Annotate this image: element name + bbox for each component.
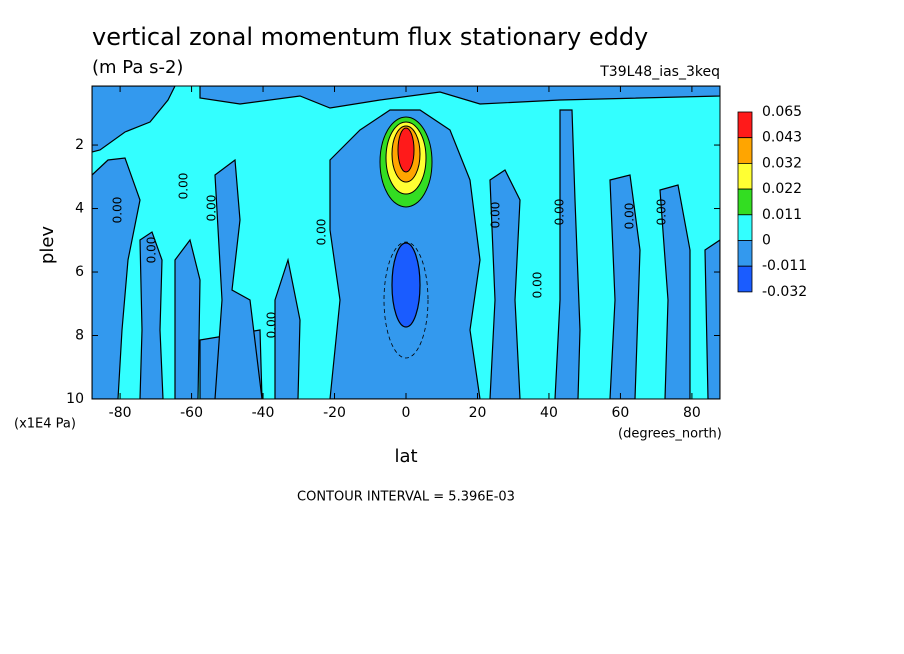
contour-label: 0.00 — [655, 199, 669, 226]
contour-fill — [92, 157, 141, 399]
y-axis-label: plev — [37, 226, 58, 265]
contour-label: 0.00 — [205, 195, 219, 222]
colorbar-box — [737, 137, 753, 164]
contour-label: 0.00 — [111, 197, 125, 224]
x-tick-label: 0 — [402, 405, 411, 421]
x-tick-label: -60 — [180, 405, 203, 421]
colorbar-box — [737, 265, 753, 293]
contour-label: 0.00 — [553, 199, 567, 226]
contour-fill — [139, 231, 164, 399]
colorbar-label: -0.011 — [762, 258, 807, 274]
colorbar-box — [737, 111, 753, 139]
x-axis-label: lat — [394, 446, 417, 467]
x-tick-label: -80 — [109, 405, 132, 421]
contour-fill — [397, 127, 415, 173]
y-tick-label: 6 — [75, 264, 84, 280]
contour-fill — [704, 239, 720, 399]
colorbar-label: 0.011 — [762, 207, 802, 223]
x-tick-label: 80 — [683, 405, 701, 421]
contour-label: 0.00 — [531, 272, 545, 299]
colorbar-label: 0.065 — [762, 104, 802, 120]
contour-interval: CONTOUR INTERVAL = 5.396E-03 — [297, 490, 515, 505]
y-tick-label: 8 — [75, 328, 84, 344]
colorbar-box — [737, 162, 753, 190]
colorbar-label: 0.043 — [762, 130, 802, 146]
contour-fill — [274, 257, 301, 399]
x-tick-label: 40 — [540, 405, 558, 421]
colorbar-box — [737, 188, 753, 216]
contour-fill — [92, 86, 176, 153]
contour-label: 0.00 — [489, 202, 503, 229]
contour-fill — [391, 242, 421, 328]
contour-fill — [199, 86, 720, 109]
x-tick-label: -40 — [252, 405, 275, 421]
contour-label: 0.00 — [265, 312, 279, 339]
contour-fill — [214, 158, 263, 399]
colorbar-label: -0.032 — [762, 284, 807, 300]
contour-fill — [609, 174, 641, 399]
contour-fill — [489, 169, 521, 399]
y-tick-label: 2 — [75, 137, 84, 153]
y-tick-label: 10 — [66, 391, 84, 407]
contour-label: 0.00 — [315, 219, 329, 246]
colorbar-label: 0.032 — [762, 155, 802, 171]
colorbar-box — [737, 240, 753, 267]
contour-label: 0.00 — [623, 203, 637, 230]
x-tick-label: 20 — [469, 405, 487, 421]
contour-label: 0.00 — [145, 237, 159, 264]
dataset-label: T39L48_ias_3keq — [599, 64, 720, 80]
colorbar-box — [737, 214, 753, 241]
colorbar-label: 0.022 — [762, 181, 802, 197]
contour-line — [383, 241, 429, 359]
chart-title: vertical zonal momentum flux stationary … — [92, 23, 648, 51]
x-tick-label: -20 — [323, 405, 346, 421]
contour-label: 0.00 — [177, 173, 191, 200]
contour-fill — [174, 238, 201, 399]
y-tick-label: 4 — [75, 201, 84, 217]
x-tick-label: 60 — [612, 405, 630, 421]
x-units: (degrees_north) — [618, 427, 722, 442]
contour-fill — [659, 184, 691, 399]
y-units: (x1E4 Pa) — [14, 417, 76, 432]
chart-subtitle: (m Pa s-2) — [92, 57, 183, 78]
colorbar-label: 0 — [762, 233, 771, 249]
contour-fill — [554, 109, 581, 399]
contour-field: 0.00 0.00 0.00 0.00 0.00 0.00 0.00 0.00 0.00 0.00… — [92, 86, 720, 399]
